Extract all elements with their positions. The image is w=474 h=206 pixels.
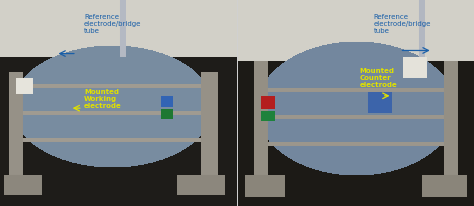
- Text: Mounted
Working
electrode: Mounted Working electrode: [84, 89, 122, 109]
- Text: Reference
electrode/bridge
tube: Reference electrode/bridge tube: [374, 14, 431, 34]
- Text: Mounted
Counter
electrode: Mounted Counter electrode: [359, 68, 397, 88]
- Text: Reference
electrode/bridge
tube: Reference electrode/bridge tube: [84, 14, 141, 34]
